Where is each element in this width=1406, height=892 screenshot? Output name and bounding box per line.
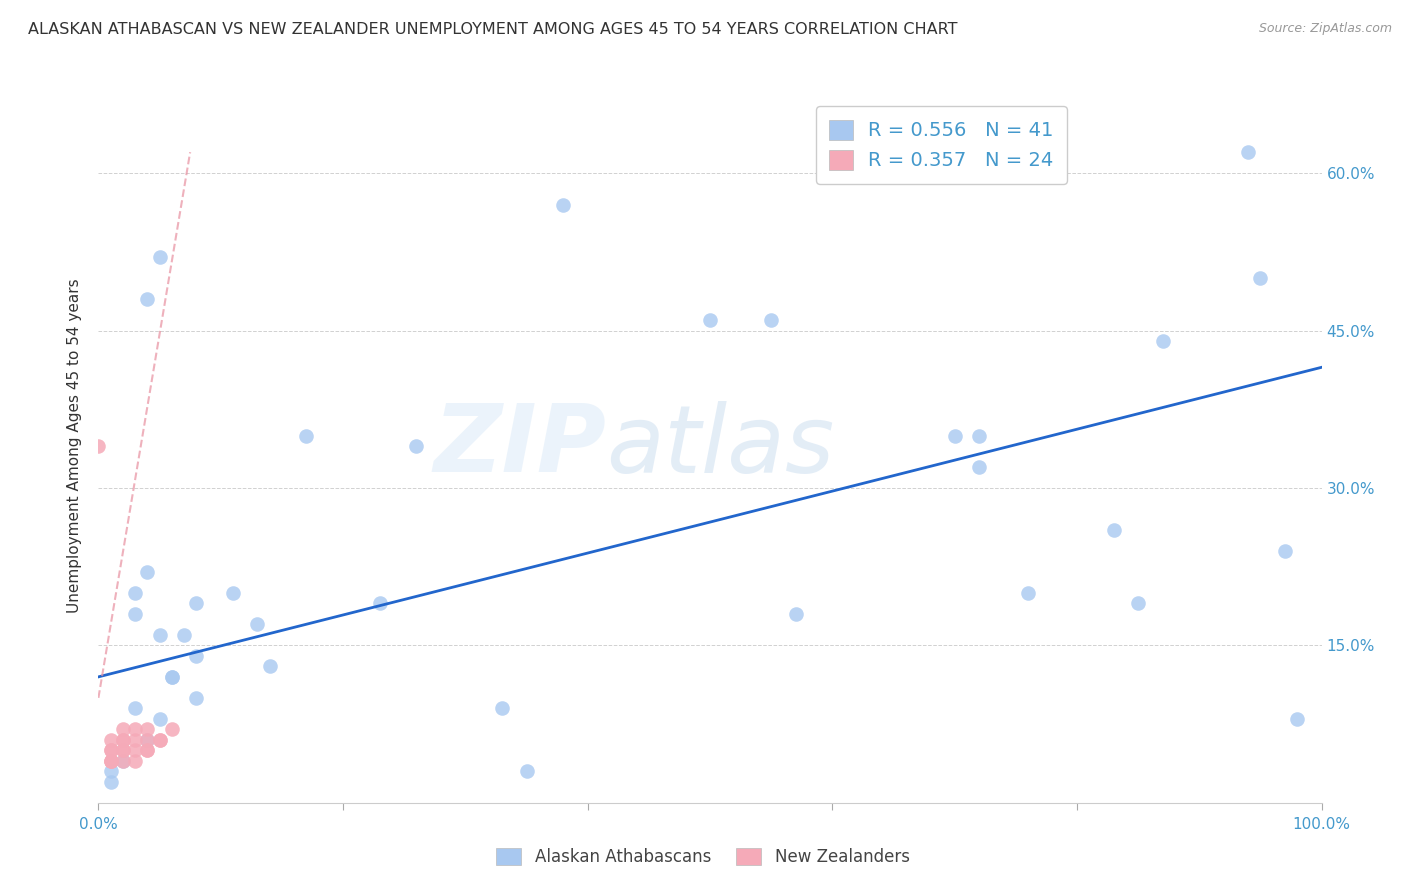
Point: [1249, 271, 1271, 285]
Point: [124, 701, 146, 715]
Point: [173, 628, 195, 642]
Point: [553, 197, 575, 211]
Point: [149, 250, 172, 264]
Point: [100, 732, 122, 747]
Point: [259, 659, 281, 673]
Point: [368, 596, 391, 610]
Point: [149, 732, 172, 747]
Point: [87, 439, 110, 453]
Point: [149, 712, 172, 726]
Point: [111, 732, 134, 747]
Point: [124, 754, 146, 768]
Point: [149, 628, 172, 642]
Point: [160, 723, 183, 737]
Point: [100, 754, 122, 768]
Point: [124, 607, 146, 621]
Point: [699, 313, 721, 327]
Text: ZIP: ZIP: [433, 400, 606, 492]
Point: [1237, 145, 1260, 160]
Point: [124, 723, 146, 737]
Point: [149, 732, 172, 747]
Point: [186, 690, 208, 705]
Point: [136, 723, 159, 737]
Point: [785, 607, 807, 621]
Point: [1017, 586, 1039, 600]
Point: [100, 743, 122, 757]
Point: [111, 743, 134, 757]
Point: [111, 723, 134, 737]
Point: [111, 732, 134, 747]
Legend: R = 0.556   N = 41, R = 0.357   N = 24: R = 0.556 N = 41, R = 0.357 N = 24: [815, 106, 1067, 184]
Point: [246, 617, 269, 632]
Point: [1286, 712, 1309, 726]
Point: [111, 754, 134, 768]
Point: [222, 586, 245, 600]
Point: [967, 460, 990, 475]
Y-axis label: Unemployment Among Ages 45 to 54 years: Unemployment Among Ages 45 to 54 years: [67, 278, 83, 614]
Text: ALASKAN ATHABASCAN VS NEW ZEALANDER UNEMPLOYMENT AMONG AGES 45 TO 54 YEARS CORRE: ALASKAN ATHABASCAN VS NEW ZEALANDER UNEM…: [28, 22, 957, 37]
Legend: Alaskan Athabascans, New Zealanders: Alaskan Athabascans, New Zealanders: [488, 840, 918, 875]
Point: [967, 428, 990, 442]
Point: [1152, 334, 1174, 348]
Point: [136, 292, 159, 306]
Point: [136, 732, 159, 747]
Text: atlas: atlas: [606, 401, 834, 491]
Point: [136, 732, 159, 747]
Point: [186, 648, 208, 663]
Point: [124, 743, 146, 757]
Point: [943, 428, 966, 442]
Point: [491, 701, 513, 715]
Point: [111, 743, 134, 757]
Point: [160, 670, 183, 684]
Point: [124, 586, 146, 600]
Point: [100, 774, 122, 789]
Point: [405, 439, 427, 453]
Point: [295, 428, 318, 442]
Point: [124, 732, 146, 747]
Text: Source: ZipAtlas.com: Source: ZipAtlas.com: [1258, 22, 1392, 36]
Point: [1274, 544, 1296, 558]
Point: [515, 764, 537, 779]
Point: [186, 596, 208, 610]
Point: [136, 565, 159, 579]
Point: [1128, 596, 1150, 610]
Point: [136, 743, 159, 757]
Point: [136, 743, 159, 757]
Point: [100, 764, 122, 779]
Point: [100, 743, 122, 757]
Point: [1102, 523, 1125, 537]
Point: [100, 754, 122, 768]
Point: [100, 754, 122, 768]
Point: [160, 670, 183, 684]
Point: [761, 313, 783, 327]
Point: [111, 754, 134, 768]
